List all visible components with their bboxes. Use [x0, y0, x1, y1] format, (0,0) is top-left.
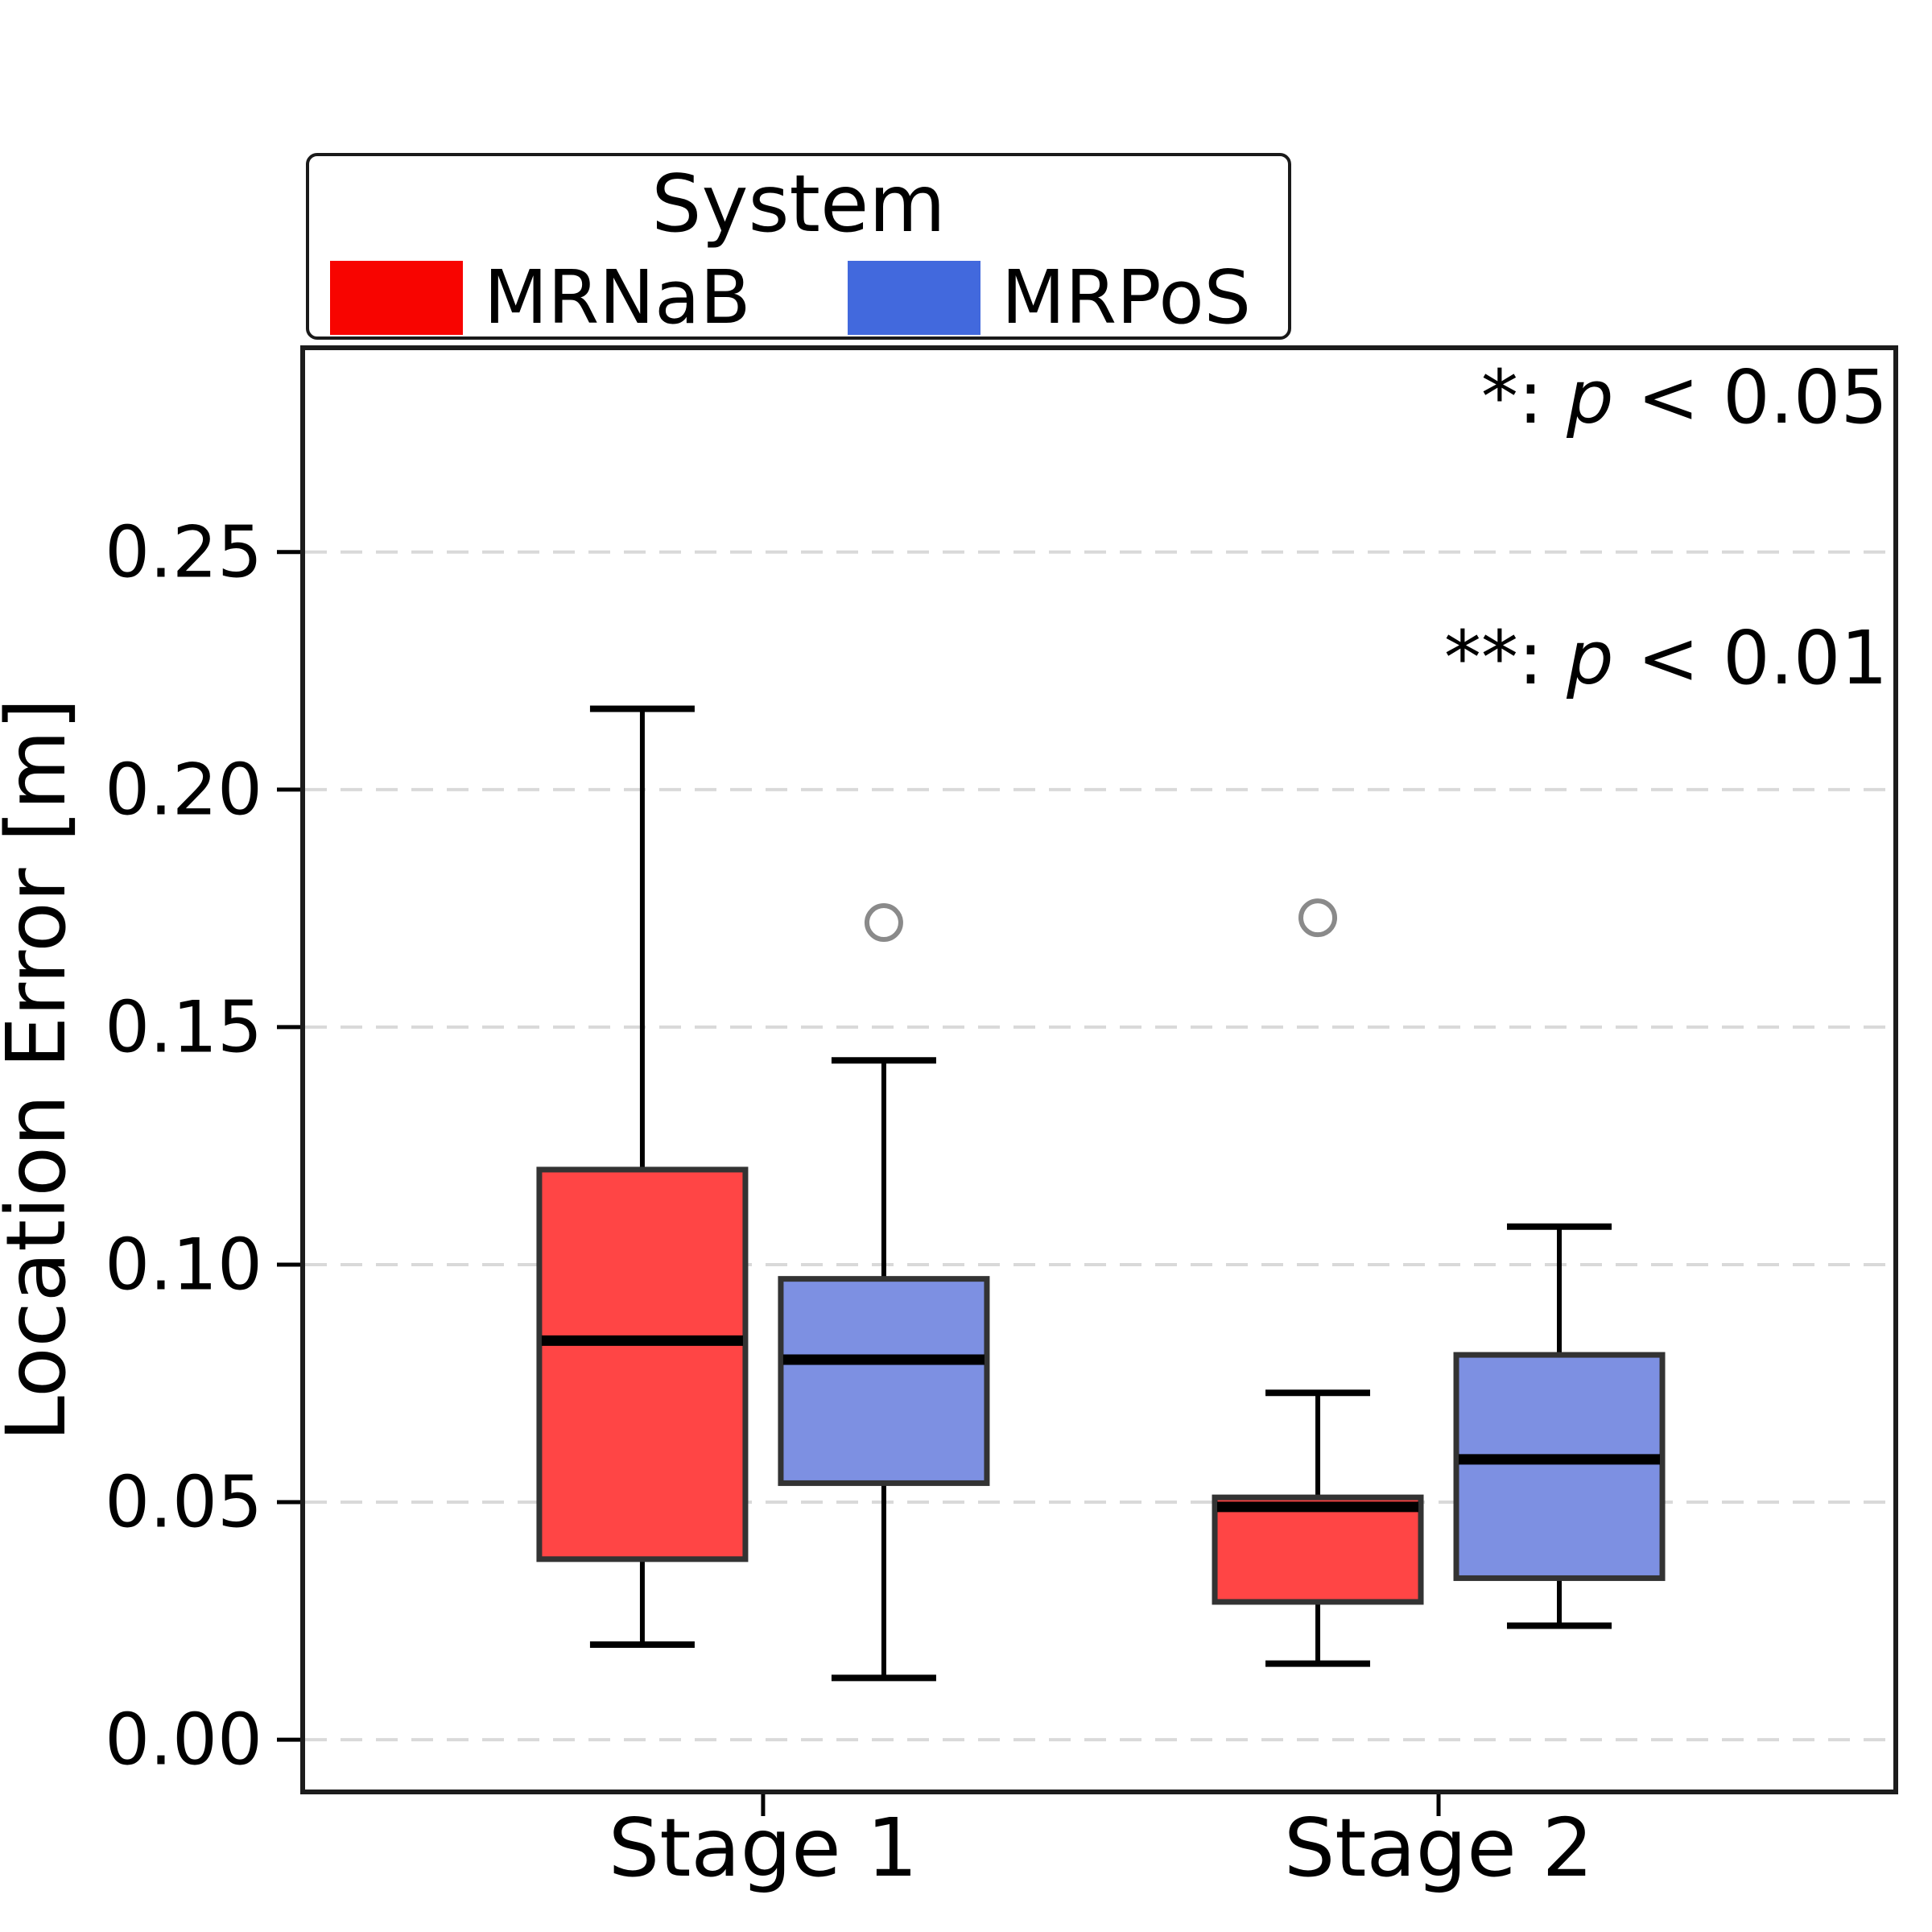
legend-label-mrpos: MRPoS	[1001, 254, 1251, 341]
y-tick-label: 0.05	[105, 1461, 262, 1544]
annotation-p-005: *: p < 0.05	[1444, 354, 1888, 441]
plot-frame	[300, 345, 1898, 1794]
legend-title: System	[651, 159, 946, 250]
legend-label-mrnab: MRNaB	[484, 254, 751, 341]
significance-annotations: *: p < 0.05 **: p < 0.01	[1444, 180, 1888, 876]
y-tick-label: 0.00	[105, 1699, 262, 1781]
y-tick-label: 0.15	[105, 985, 262, 1068]
legend-item-mrnab: MRNaB	[330, 254, 751, 341]
legend-items: MRNaB MRPoS	[309, 254, 1288, 341]
annotation-prefix: *:	[1480, 354, 1567, 440]
box-mrnab-stage2	[1212, 1494, 1424, 1605]
y-axis-label: Location Error [m]	[0, 698, 85, 1442]
annotation-prefix: **:	[1443, 615, 1567, 701]
annotation-suffix: < 0.05	[1613, 354, 1888, 440]
legend-item-mrpos: MRPoS	[847, 254, 1251, 341]
y-tick-label: 0.10	[105, 1223, 262, 1306]
legend: System MRNaB MRPoS	[306, 153, 1291, 341]
ticks-layer: 0.00 0.05 0.10 0.15 0.20 0.25 Stage 1 Stage 2	[105, 510, 1593, 1895]
box-mrnab-stage1	[536, 1166, 749, 1563]
box-mrpos-stage2	[1453, 1352, 1666, 1581]
annotation-p-001: **: p < 0.01	[1444, 615, 1888, 702]
y-tick-label: 0.20	[105, 748, 262, 831]
mrpos-color-swatch	[847, 260, 980, 335]
outlier-marker	[1298, 898, 1338, 938]
annotation-p-symbol: p	[1567, 354, 1614, 440]
outlier-marker	[864, 903, 903, 943]
boxes-layer	[536, 705, 1666, 1682]
x-tick-label: Stage 1	[609, 1801, 918, 1895]
x-tick-label: Stage 2	[1284, 1801, 1593, 1895]
annotation-p-symbol: p	[1567, 615, 1614, 701]
annotation-suffix: < 0.01	[1613, 615, 1888, 701]
mrnab-color-swatch	[330, 260, 463, 335]
y-tick-label: 0.25	[105, 510, 262, 593]
box-mrpos-stage1	[778, 1276, 990, 1486]
